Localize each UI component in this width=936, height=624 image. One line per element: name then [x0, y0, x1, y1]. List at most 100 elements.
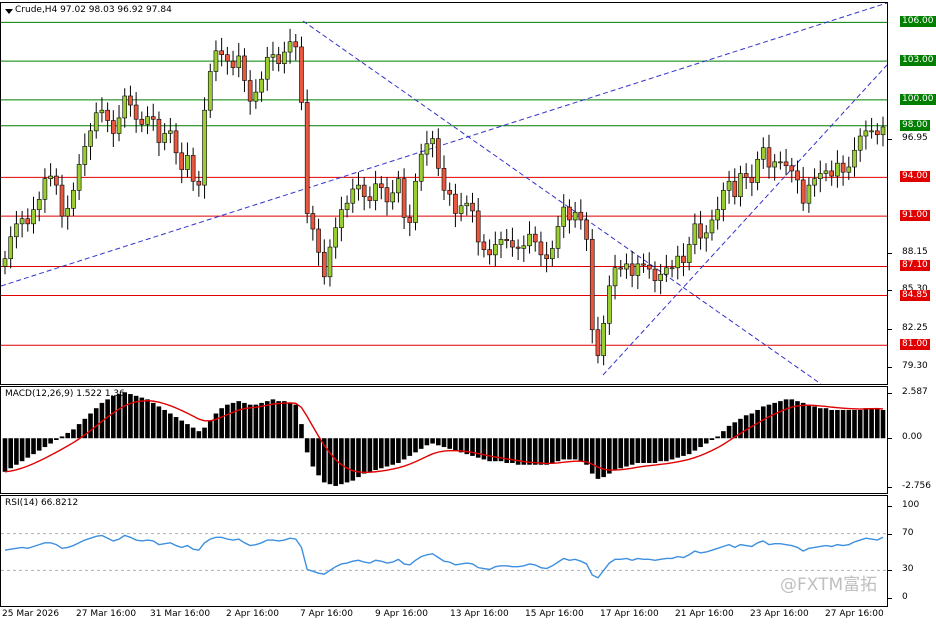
bull-candle	[738, 173, 743, 198]
macd-label: 0.00	[902, 432, 923, 443]
macd-bar	[293, 404, 299, 439]
macd-bar	[607, 438, 612, 474]
macd-chart[interactable]	[1, 387, 887, 493]
macd-bar	[493, 438, 498, 462]
bull-candle	[339, 209, 344, 229]
bull-candle	[880, 126, 886, 136]
macd-bar	[652, 438, 658, 463]
level-tag: 103.00	[900, 55, 936, 67]
price-chart[interactable]	[1, 3, 887, 384]
macd-bar	[629, 438, 635, 465]
macd-bar	[42, 438, 48, 448]
macd-bar	[327, 438, 333, 485]
macd-bar	[207, 420, 213, 439]
bear-candle	[783, 161, 789, 167]
macd-bar	[31, 438, 36, 455]
macd-bar	[378, 438, 384, 469]
bull-candle	[607, 285, 612, 324]
bull-candle	[721, 189, 726, 210]
bull-candle	[726, 180, 732, 191]
macd-signal-line	[4, 399, 884, 473]
bull-candle	[692, 223, 698, 245]
rsi-axis[interactable]: 100 70 30 0	[888, 495, 936, 607]
bull-candle	[852, 149, 857, 168]
price-chart-pane[interactable]: Crude,H4 97.02 98.03 96.92 97.84	[0, 2, 888, 385]
macd-bar	[669, 438, 675, 460]
bear-candle	[321, 251, 327, 278]
macd-bar	[202, 427, 207, 439]
rsi-label: 0	[902, 592, 908, 602]
ohlc-values: 97.02 98.03 96.92 97.84	[60, 5, 172, 15]
bull-candle	[65, 208, 71, 217]
bear-candle	[510, 240, 515, 248]
macd-bar	[515, 438, 521, 465]
macd-label: -2.756	[902, 480, 932, 491]
bull-candle	[253, 91, 259, 102]
price-tick	[888, 139, 892, 141]
bull-candle	[498, 239, 504, 245]
macd-bar	[681, 438, 686, 456]
macd-bar	[401, 438, 407, 460]
bear-candle	[378, 183, 384, 188]
macd-bar	[145, 399, 150, 439]
macd-label: 2.587	[902, 386, 928, 397]
bear-candle	[384, 187, 390, 203]
time-label: 31 Mar 16:00	[150, 609, 211, 619]
macd-bar	[595, 438, 601, 479]
macd-bar	[59, 436, 65, 439]
bull-candle	[755, 158, 760, 183]
macd-bar	[93, 408, 99, 439]
bull-candle	[863, 130, 869, 137]
macd-axis[interactable]: 2.587 0.00 -2.756	[888, 386, 936, 494]
symbol-menu-arrow-icon[interactable]	[5, 9, 13, 14]
price-axis[interactable]: 96.95 88.15 85.30 82.25 79.30 106.00 103.00 100…	[888, 2, 936, 385]
bear-candle	[567, 206, 572, 221]
macd-bar	[470, 438, 475, 456]
bull-candle	[817, 173, 823, 179]
bull-candle	[675, 255, 681, 269]
macd-pane[interactable]: MACD(12,26,9) 1.522 1.36	[0, 386, 888, 494]
macd-bar	[874, 408, 880, 439]
bear-candle	[795, 170, 800, 181]
bull-candle	[2, 258, 8, 267]
macd-bar	[646, 438, 652, 463]
bear-candle	[219, 50, 224, 55]
macd-bar	[310, 438, 316, 467]
macd-bar	[264, 401, 270, 439]
bull-candle	[624, 263, 629, 270]
bull-candle	[264, 56, 270, 80]
macd-bar	[475, 438, 481, 458]
bear-candle	[54, 175, 59, 186]
bear-candle	[230, 60, 236, 68]
bull-candle	[213, 50, 219, 72]
bear-candle	[128, 95, 133, 106]
macd-bar	[441, 438, 447, 448]
price-tick	[888, 252, 892, 254]
macd-bar	[344, 438, 350, 483]
bull-candle	[327, 246, 333, 278]
macd-bar	[578, 438, 584, 462]
bull-candle	[14, 223, 19, 238]
rsi-label: 70	[902, 527, 914, 538]
rsi-pane[interactable]: RSI(14) 66.8212	[0, 495, 888, 607]
bull-candle	[760, 147, 766, 160]
bear-candle	[59, 184, 65, 217]
rsi-chart[interactable]	[1, 496, 887, 606]
bull-candle	[418, 153, 424, 182]
bull-candle	[612, 267, 618, 287]
bull-candle	[664, 267, 669, 275]
macd-bar	[755, 409, 760, 439]
time-axis[interactable]: 25 Mar 2026 27 Mar 16:00 31 Mar 16:00 2 Apr…	[0, 607, 888, 624]
macd-bar	[852, 409, 857, 439]
bull-candle	[823, 170, 829, 174]
trend-line	[302, 20, 822, 384]
macd-bar	[726, 425, 732, 439]
macd-bar	[219, 408, 224, 439]
macd-bar	[242, 402, 247, 439]
macd-bar	[287, 402, 293, 439]
bear-candle	[150, 116, 156, 120]
macd-bar	[635, 438, 641, 463]
macd-bar	[259, 402, 264, 439]
bull-candle	[8, 236, 14, 260]
macd-bar	[772, 402, 777, 439]
